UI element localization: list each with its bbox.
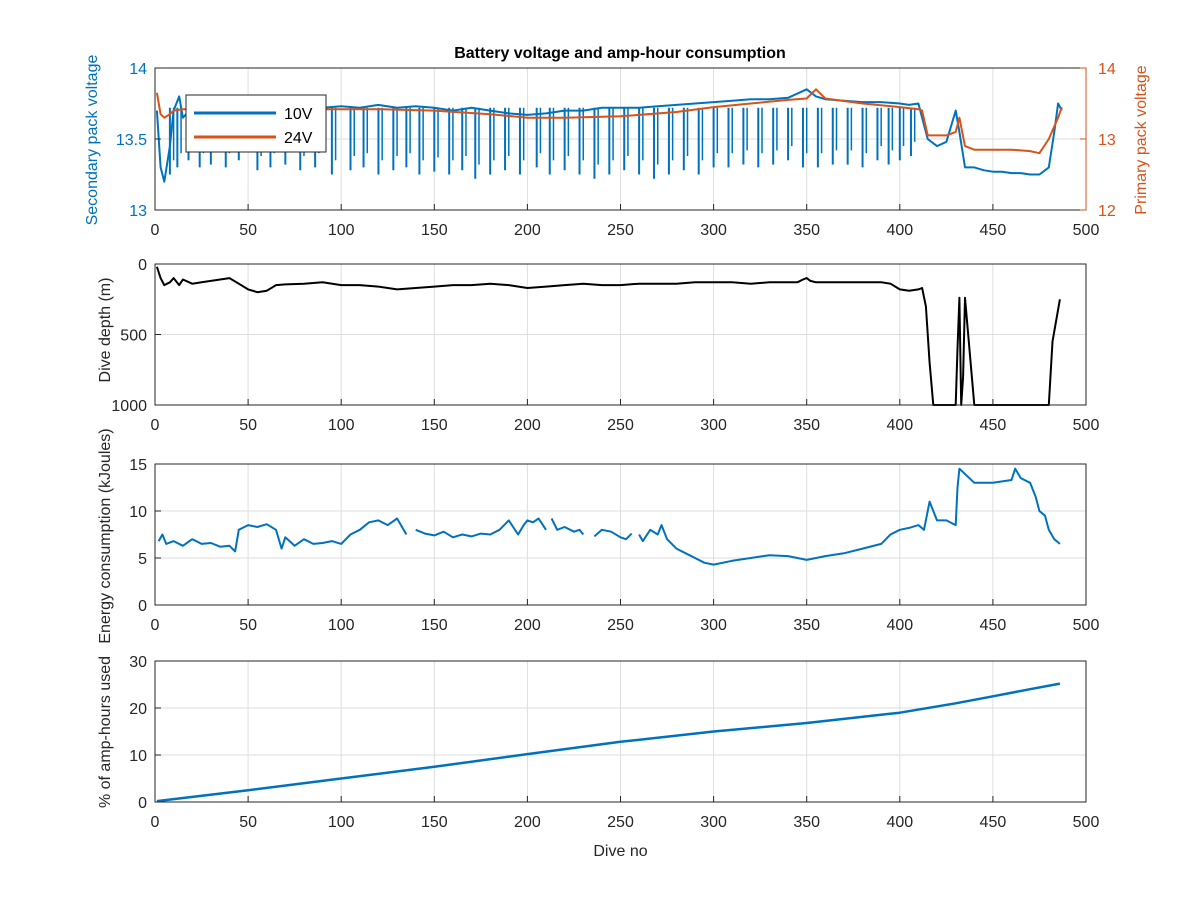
amp-hours-line: [156, 682, 1061, 803]
y-tick-label: 13: [129, 203, 147, 220]
y-axis-label: Secondary pack voltage: [84, 55, 101, 226]
x-tick-label: 200: [514, 222, 541, 239]
x-tick-label: 400: [886, 417, 913, 434]
x-tick-label: 450: [980, 222, 1007, 239]
x-tick-label: 200: [514, 814, 541, 831]
x-tick-label: 350: [793, 617, 820, 634]
y-tick-label: 10: [129, 504, 147, 521]
x-tick-label: 300: [700, 814, 727, 831]
y-tick-label: 15: [129, 457, 147, 474]
depth-line: [155, 266, 1061, 406]
chart-title: Battery voltage and amp-hour consumption: [454, 45, 786, 62]
y-right-axis-label: Primary pack voltage: [1133, 65, 1150, 214]
x-tick-label: 450: [980, 617, 1007, 634]
x-tick-label: 250: [607, 417, 634, 434]
y-tick-label: 13.5: [116, 132, 147, 149]
x-tick-label: 100: [328, 617, 355, 634]
x-tick-label: 100: [328, 417, 355, 434]
x-tick-label: 100: [328, 222, 355, 239]
x-tick-label: 150: [421, 417, 448, 434]
x-tick-label: 450: [980, 417, 1007, 434]
x-tick-label: 500: [1073, 417, 1100, 434]
x-tick-label: 400: [886, 814, 913, 831]
x-tick-label: 50: [239, 417, 257, 434]
x-tick-label: 50: [239, 222, 257, 239]
x-tick-label: 500: [1073, 222, 1100, 239]
x-tick-label: 300: [700, 222, 727, 239]
y-axis-label: Energy consumption (kJoules): [97, 428, 114, 643]
y-right-tick-label: 14: [1098, 61, 1116, 78]
x-tick-label: 400: [886, 222, 913, 239]
x-tick-label: 50: [239, 814, 257, 831]
y-tick-label: 1000: [111, 398, 147, 415]
plot-area: [155, 266, 1061, 406]
y-axis-label: Dive depth (m): [97, 278, 114, 383]
x-axis-label: Dive no: [593, 843, 647, 860]
x-tick-label: 400: [886, 617, 913, 634]
y-tick-label: 500: [120, 328, 147, 345]
x-tick-label: 150: [421, 617, 448, 634]
x-tick-label: 150: [421, 222, 448, 239]
y-tick-label: 14: [129, 61, 147, 78]
energy-line-segment: [157, 517, 408, 553]
y-tick-label: 10: [129, 748, 147, 765]
legend-box: [185, 94, 327, 153]
legend-label-24v: 24V: [284, 130, 313, 147]
x-tick-label: 300: [700, 617, 727, 634]
y-axis-label: % of amp-hours used: [97, 656, 114, 808]
panel-1: 0 50 100 150 200 250 300 350 400 450 500 13 13.5 14 12…: [84, 55, 1150, 239]
legend-label-10v: 10V: [284, 106, 313, 123]
x-tick-label: 0: [151, 814, 160, 831]
y-tick-label: 0: [138, 257, 147, 274]
y-tick-label: 20: [129, 701, 147, 718]
energy-line-segment: [593, 528, 633, 541]
y-tick-label: 5: [138, 551, 147, 568]
energy-line-segment: [638, 467, 1061, 566]
y-tick-label: 30: [129, 654, 147, 671]
y-right-tick-label: 13: [1098, 132, 1116, 149]
x-tick-label: 200: [514, 417, 541, 434]
panel-4: 0 50 100 150 200 250 300 350 400 450 500 0 10 20 30 % o…: [97, 654, 1099, 860]
x-tick-label: 450: [980, 814, 1007, 831]
x-tick-label: 250: [607, 222, 634, 239]
x-tick-label: 0: [151, 222, 160, 239]
y-tick-label: 0: [138, 598, 147, 615]
x-tick-label: 250: [607, 814, 634, 831]
y-right-tick-label: 12: [1098, 203, 1116, 220]
plot-area: [156, 682, 1061, 803]
panel-2: 0 50 100 150 200 250 300 350 400 450 500 0 500 1000 Di…: [97, 257, 1099, 434]
panel-3: 0 50 100 150 200 250 300 350 400 450 500 0 5 10 15 Ener…: [97, 428, 1099, 643]
energy-line-segment: [415, 517, 547, 539]
x-tick-label: 300: [700, 417, 727, 434]
energy-line-segment: [550, 518, 585, 536]
y-tick-label: 0: [138, 795, 147, 812]
x-tick-label: 500: [1073, 814, 1100, 831]
x-tick-label: 100: [328, 814, 355, 831]
x-tick-label: 150: [421, 814, 448, 831]
x-tick-label: 200: [514, 617, 541, 634]
x-tick-label: 350: [793, 417, 820, 434]
x-tick-label: 50: [239, 617, 257, 634]
x-tick-label: 500: [1073, 617, 1100, 634]
x-tick-label: 350: [793, 814, 820, 831]
plot-area: [157, 467, 1061, 566]
x-tick-label: 0: [151, 617, 160, 634]
x-tick-label: 0: [151, 417, 160, 434]
x-tick-label: 350: [793, 222, 820, 239]
x-tick-label: 250: [607, 617, 634, 634]
